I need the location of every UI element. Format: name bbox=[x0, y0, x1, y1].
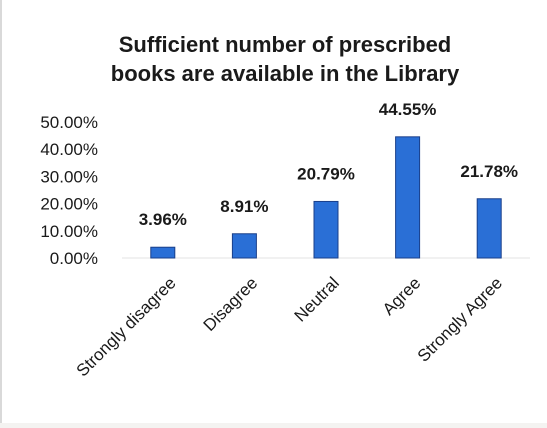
data-label: 20.79% bbox=[297, 164, 355, 183]
data-label: 44.55% bbox=[379, 100, 437, 119]
x-tick-label: Neutral bbox=[291, 273, 343, 325]
y-tick-label: 10.00% bbox=[40, 222, 98, 241]
y-tick-label: 40.00% bbox=[40, 140, 98, 159]
data-labels: 3.96% 8.91% 20.79% 44.55% 21.78% bbox=[139, 100, 518, 229]
y-tick-label: 30.00% bbox=[40, 167, 98, 186]
data-label: 8.91% bbox=[220, 197, 268, 216]
bar bbox=[231, 233, 257, 259]
x-tick-label: Strongly disagree bbox=[73, 273, 180, 380]
y-tick-label: 50.00% bbox=[40, 113, 98, 132]
chart-title-line-2: books are available in the Library bbox=[111, 61, 460, 86]
bar bbox=[395, 136, 421, 259]
chart-title-line-1: Sufficient number of prescribed bbox=[119, 32, 452, 57]
x-tick-label: Agree bbox=[379, 273, 425, 319]
bar bbox=[476, 198, 502, 259]
y-tick-label: 0.00% bbox=[50, 249, 98, 268]
y-axis: 0.00% 10.00% 20.00% 30.00% 40.00% 50.00% bbox=[40, 113, 530, 268]
x-axis: Strongly disagree Disagree Neutral AgreeStr… bbox=[73, 273, 506, 380]
x-tick-label: Strongly Agree bbox=[414, 273, 506, 365]
data-label: 3.96% bbox=[139, 210, 187, 229]
bar-series bbox=[150, 136, 502, 259]
y-tick-label: 20.00% bbox=[40, 195, 98, 214]
x-tick-label: Disagree bbox=[200, 273, 262, 335]
data-label: 21.78% bbox=[460, 162, 518, 181]
chart-title: Sufficient number of prescribed books ar… bbox=[111, 32, 460, 86]
bar bbox=[313, 200, 339, 259]
bar bbox=[150, 246, 176, 259]
